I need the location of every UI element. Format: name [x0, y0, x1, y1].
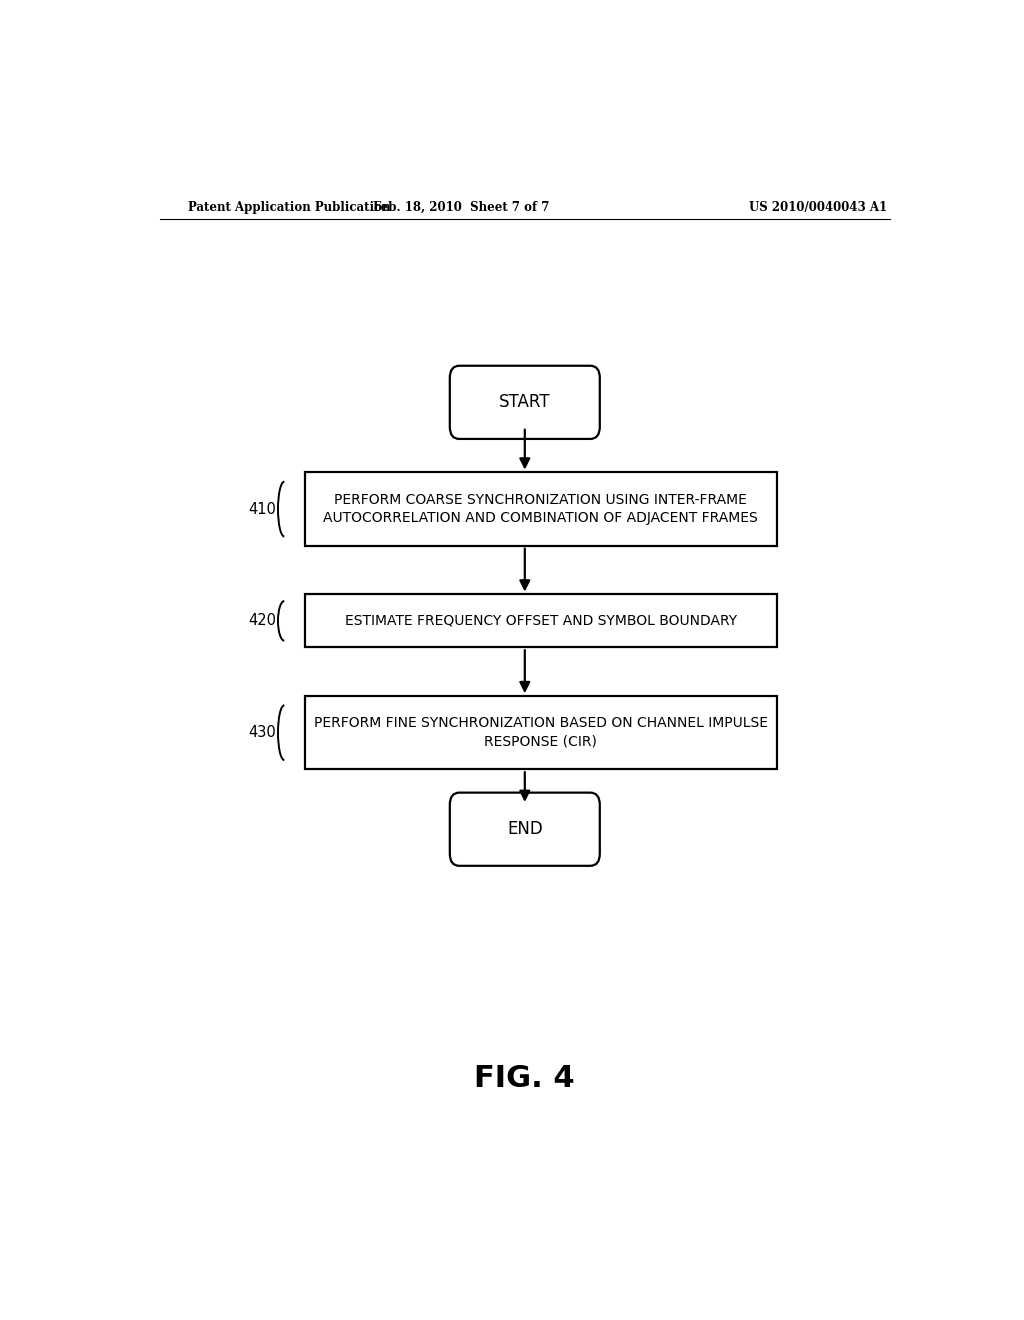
FancyBboxPatch shape — [304, 473, 777, 545]
Text: Feb. 18, 2010  Sheet 7 of 7: Feb. 18, 2010 Sheet 7 of 7 — [373, 201, 550, 214]
Text: US 2010/0040043 A1: US 2010/0040043 A1 — [750, 201, 888, 214]
FancyBboxPatch shape — [304, 594, 777, 647]
Text: 410: 410 — [249, 502, 276, 516]
Text: END: END — [507, 820, 543, 838]
Text: ESTIMATE FREQUENCY OFFSET AND SYMBOL BOUNDARY: ESTIMATE FREQUENCY OFFSET AND SYMBOL BOU… — [345, 614, 736, 628]
FancyBboxPatch shape — [450, 792, 600, 866]
Text: START: START — [499, 393, 551, 412]
Text: 420: 420 — [249, 614, 276, 628]
Text: FIG. 4: FIG. 4 — [474, 1064, 575, 1093]
FancyBboxPatch shape — [450, 366, 600, 440]
Text: PERFORM COARSE SYNCHRONIZATION USING INTER-FRAME
AUTOCORRELATION AND COMBINATION: PERFORM COARSE SYNCHRONIZATION USING INT… — [324, 492, 758, 525]
FancyBboxPatch shape — [304, 696, 777, 770]
Text: Patent Application Publication: Patent Application Publication — [187, 201, 390, 214]
Text: PERFORM FINE SYNCHRONIZATION BASED ON CHANNEL IMPULSE
RESPONSE (CIR): PERFORM FINE SYNCHRONIZATION BASED ON CH… — [313, 717, 768, 748]
Text: 430: 430 — [249, 725, 276, 741]
